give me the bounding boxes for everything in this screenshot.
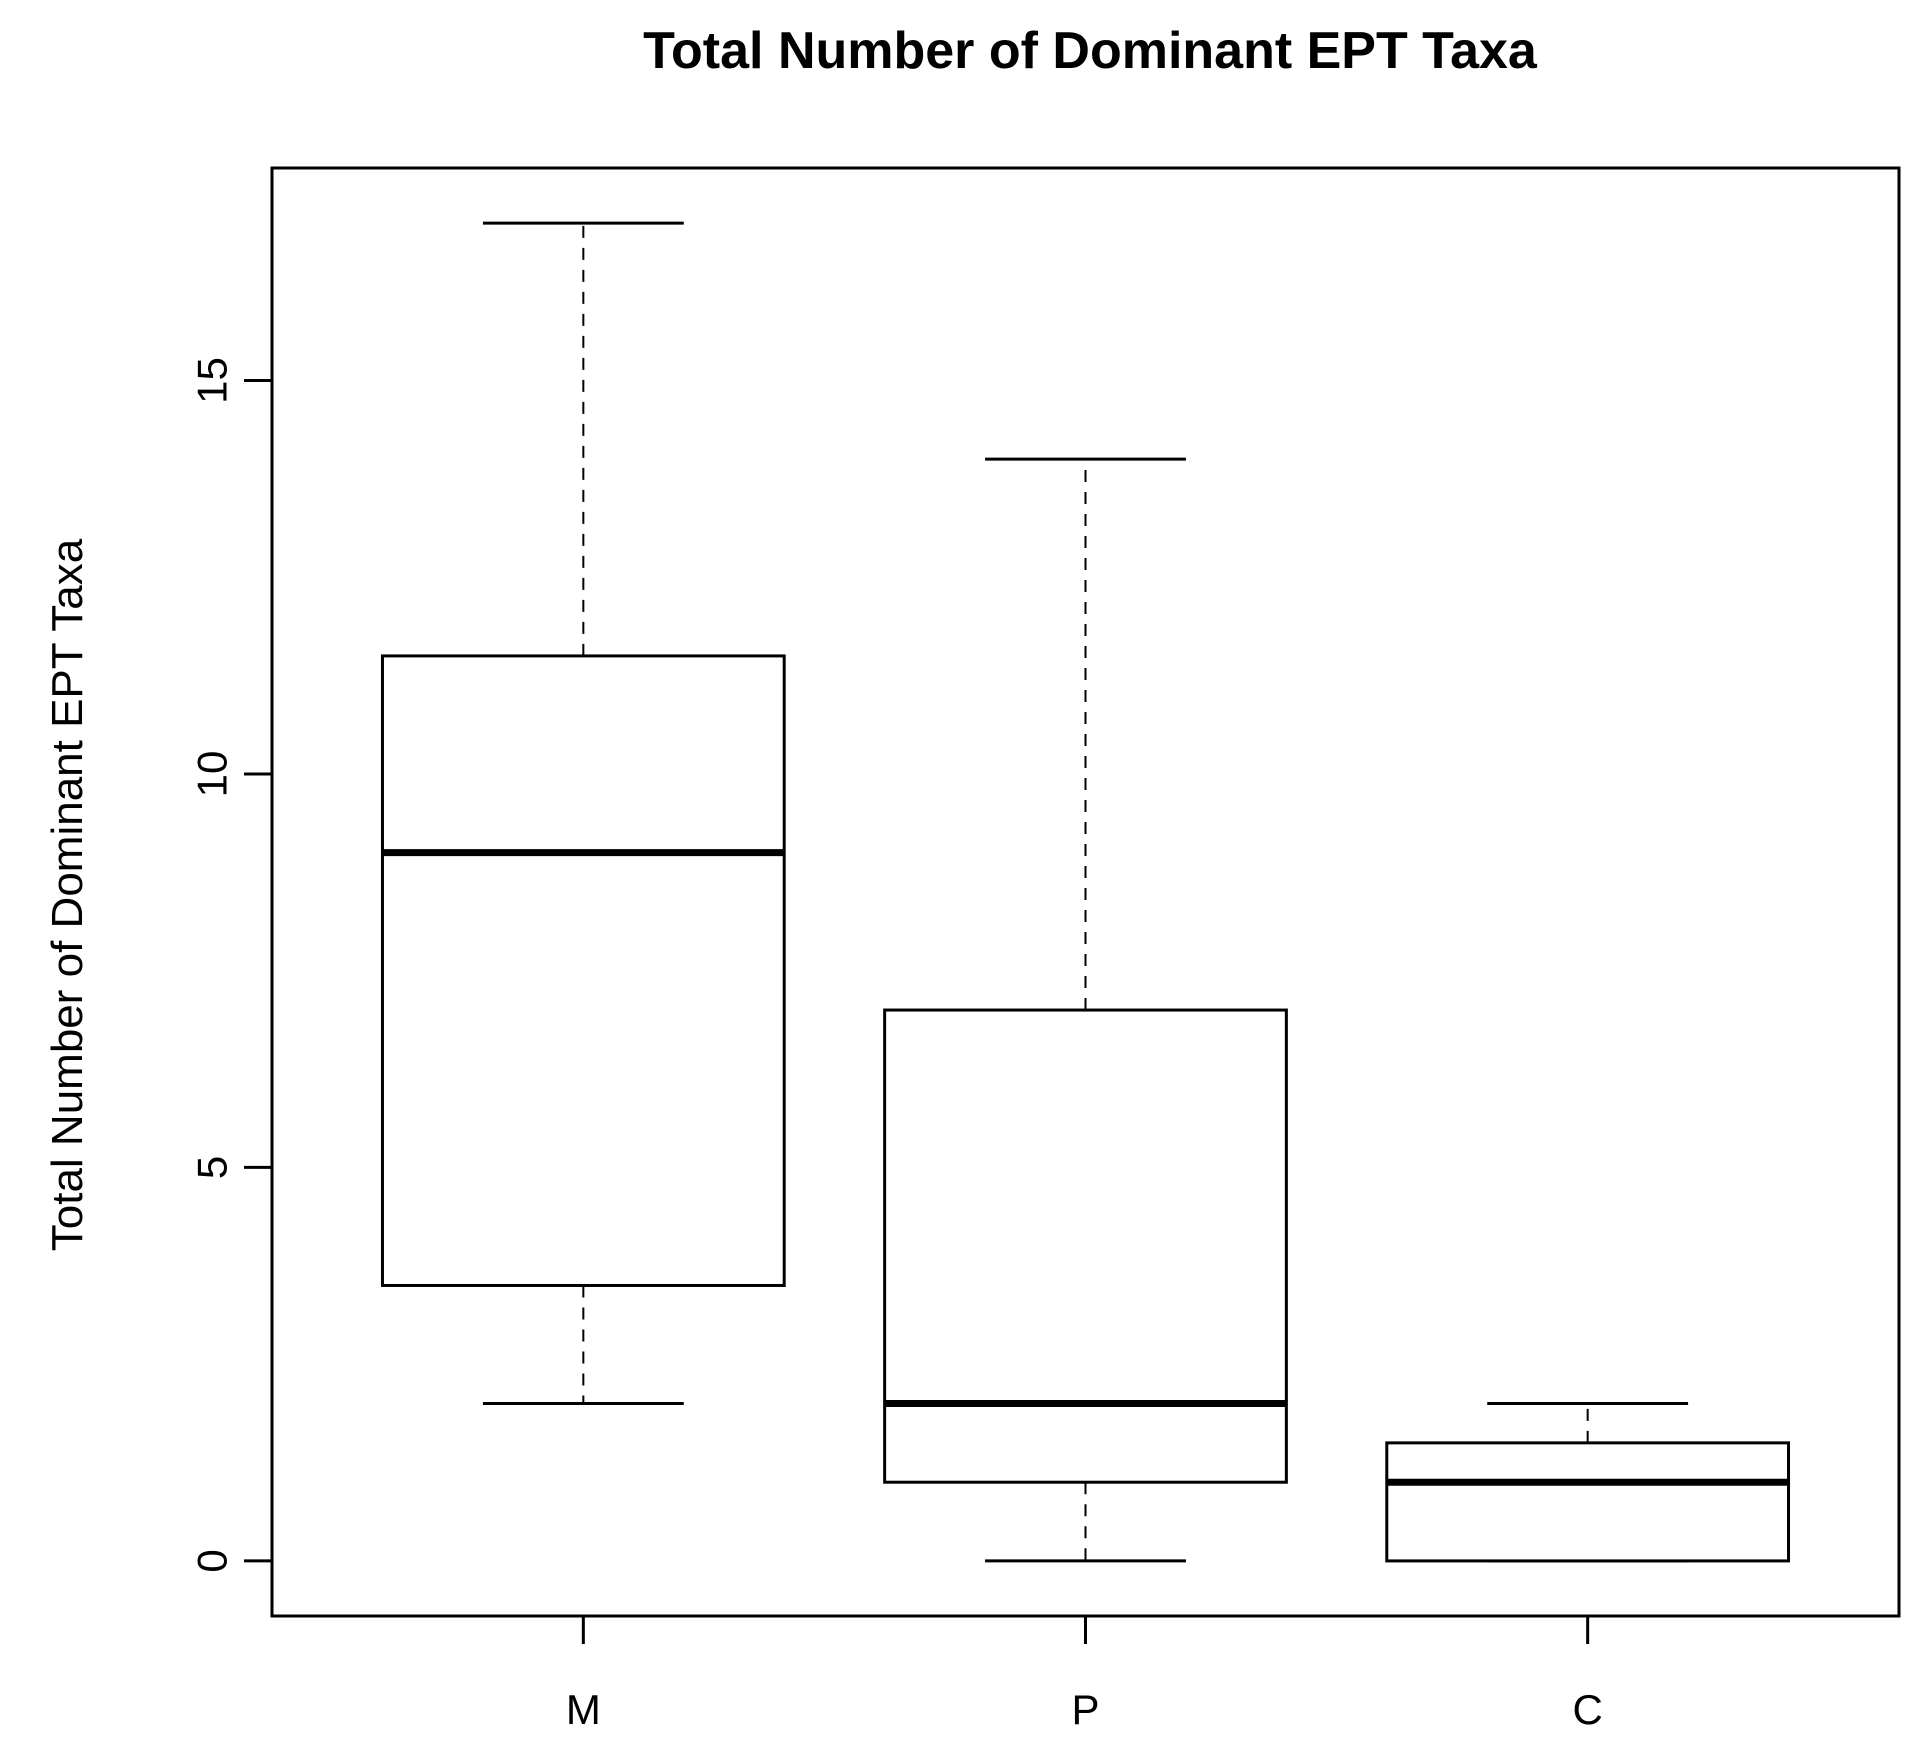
box-rect-P [883,1008,1288,1484]
box-rect-C [1385,1441,1791,1563]
chart-title: Total Number of Dominant EPT Taxa [643,22,1538,80]
x-tick-label-M: M [566,1686,601,1733]
y-tick-label-15: 15 [189,357,236,404]
y-axis-label: Total Number of Dominant EPT Taxa [43,538,92,1251]
box-P [883,457,1288,1563]
y-tick-label-0: 0 [189,1549,236,1572]
x-tick-label-C: C [1572,1686,1602,1733]
y-axis: 0 5 10 15 [189,357,272,1573]
y-tick-label-10: 10 [189,751,236,798]
box-rect-M [380,654,786,1287]
y-tick-label-5: 5 [189,1156,236,1179]
box-C [1385,1402,1791,1563]
boxes [380,221,1791,1563]
x-tick-label-P: P [1071,1686,1099,1733]
box-M [380,221,786,1406]
